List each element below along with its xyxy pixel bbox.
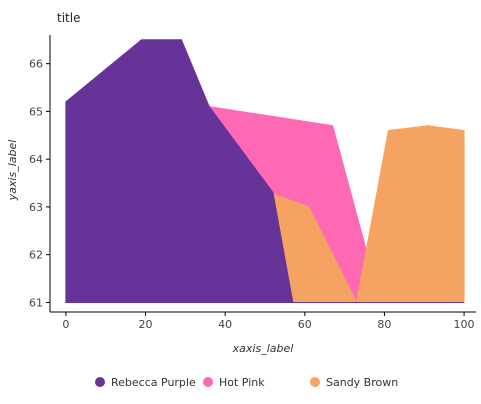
x-tick-label-40: 40 — [218, 318, 232, 331]
legend-marker-hot-pink — [203, 377, 213, 387]
y-tick-label-61: 61 — [29, 296, 43, 309]
y-tick-label-62: 62 — [29, 249, 43, 262]
plot-areas — [64, 39, 465, 305]
y-tick-label-65: 65 — [29, 105, 43, 118]
legend-label-rebecca-purple: Rebecca Purple — [111, 376, 196, 389]
x-tick-label-80: 80 — [377, 318, 391, 331]
legend-label-sandy-brown: Sandy Brown — [326, 376, 398, 389]
area-rebecca-purple — [65, 39, 465, 303]
y-tick-label-66: 66 — [29, 58, 43, 71]
x-tick-label-0: 0 — [62, 318, 69, 331]
legend-marker-rebecca-purple — [95, 377, 105, 387]
y-tick-label-63: 63 — [29, 201, 43, 214]
x-tick-label-60: 60 — [298, 318, 312, 331]
x-tick-label-100: 100 — [454, 318, 475, 331]
y-tick-label-64: 64 — [29, 153, 43, 166]
x-axis-title: xaxis_label — [232, 342, 294, 355]
legend: Rebecca Purple Hot Pink Sandy Brown — [95, 376, 398, 389]
y-axis-title: yaxis_label — [6, 140, 19, 202]
axes: 61 62 63 64 65 66 0 20 40 60 80 100 — [29, 35, 476, 331]
x-tick-label-20: 20 — [139, 318, 153, 331]
chart-title: title — [57, 11, 80, 25]
legend-marker-sandy-brown — [310, 377, 320, 387]
legend-label-hot-pink: Hot Pink — [219, 376, 265, 389]
